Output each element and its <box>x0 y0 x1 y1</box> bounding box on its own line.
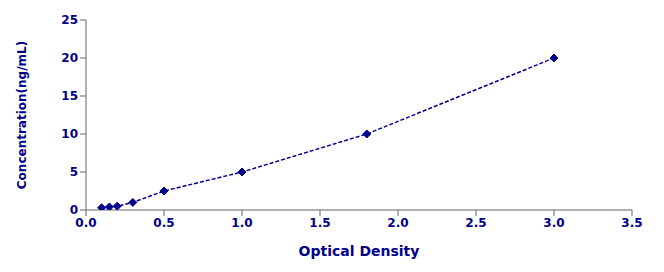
svg-text:2.5: 2.5 <box>465 216 486 230</box>
svg-text:1.5: 1.5 <box>309 216 330 230</box>
svg-text:3.5: 3.5 <box>621 216 642 230</box>
svg-text:25: 25 <box>61 13 78 27</box>
svg-text:0.5: 0.5 <box>153 216 174 230</box>
svg-text:20: 20 <box>61 51 78 65</box>
svg-text:15: 15 <box>61 89 78 103</box>
svg-text:Optical Density: Optical Density <box>299 243 420 259</box>
svg-text:1.0: 1.0 <box>231 216 252 230</box>
svg-text:Concentration(ng/mL): Concentration(ng/mL) <box>15 41 29 189</box>
svg-text:3.0: 3.0 <box>543 216 564 230</box>
svg-text:0: 0 <box>70 203 78 217</box>
svg-text:0.0: 0.0 <box>75 216 96 230</box>
svg-text:5: 5 <box>70 165 78 179</box>
svg-text:10: 10 <box>61 127 78 141</box>
svg-text:2.0: 2.0 <box>387 216 408 230</box>
